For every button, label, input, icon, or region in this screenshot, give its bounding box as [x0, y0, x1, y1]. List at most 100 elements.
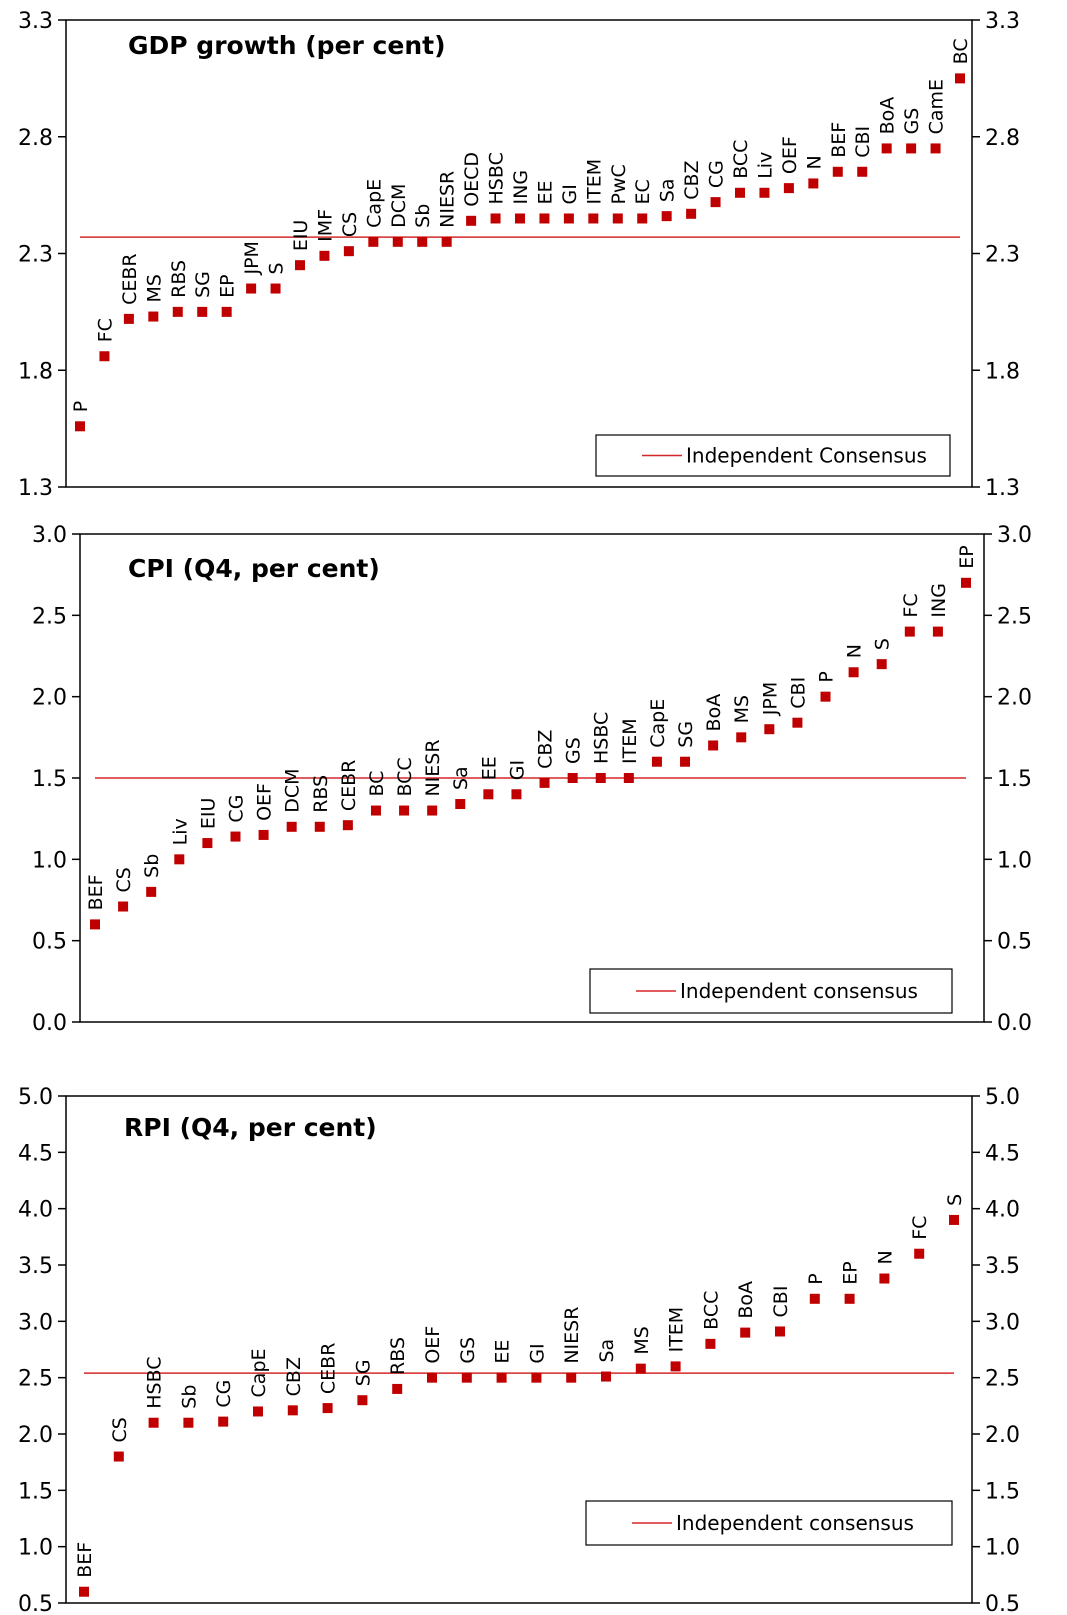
point-label: GS — [901, 108, 923, 135]
data-point-bcc — [705, 1339, 715, 1349]
data-point-ms — [736, 732, 746, 742]
data-point-gi — [564, 213, 574, 223]
y-tick-label-right: 1.3 — [985, 476, 1020, 501]
y-tick-label-left: 1.5 — [32, 767, 67, 792]
y-tick-label-right: 5.0 — [985, 1085, 1020, 1110]
data-point-hsbc — [491, 213, 501, 223]
data-point-hsbc — [596, 773, 606, 783]
data-point-niesr — [442, 237, 452, 247]
y-tick-label-left: 1.8 — [18, 359, 53, 384]
point-label: EC — [632, 179, 654, 204]
point-label: CBI — [787, 677, 809, 709]
point-label: BEF — [828, 122, 850, 158]
data-point-rbs — [173, 307, 183, 317]
data-point-ep — [222, 307, 232, 317]
data-point-s — [877, 659, 887, 669]
point-label: CamE — [926, 79, 948, 134]
data-point-fc — [905, 627, 915, 637]
point-label: CBZ — [283, 1357, 305, 1396]
point-label: OEF — [422, 1326, 444, 1364]
y-tick-label-left: 2.5 — [32, 604, 67, 629]
point-label: EIU — [197, 798, 219, 830]
data-point-niesr — [427, 806, 437, 816]
data-point-sg — [197, 307, 207, 317]
point-label: BEF — [85, 874, 107, 910]
point-label: Sa — [657, 178, 679, 202]
data-point-cg — [218, 1417, 228, 1427]
y-tick-label-left: 5.0 — [18, 1085, 53, 1110]
data-point-oef — [259, 830, 269, 840]
data-point-oecd — [466, 216, 476, 226]
point-label: NIESR — [422, 739, 444, 796]
plot-frame — [66, 20, 972, 487]
point-label: OECD — [461, 152, 483, 207]
legend-label: Independent consensus — [676, 1511, 914, 1535]
point-label: EIU — [290, 220, 312, 252]
point-label: EE — [492, 1340, 514, 1364]
data-point-niesr — [566, 1373, 576, 1383]
data-point-sb — [417, 237, 427, 247]
y-tick-label-right: 0.5 — [985, 1592, 1020, 1615]
point-label: N — [803, 155, 825, 169]
data-point-n — [849, 667, 859, 677]
data-point-ep — [961, 578, 971, 588]
data-point-sa — [662, 211, 672, 221]
y-tick-label-right: 3.0 — [985, 1310, 1020, 1335]
y-tick-label-right: 4.5 — [985, 1141, 1020, 1166]
y-tick-label-left: 2.5 — [18, 1367, 53, 1392]
data-point-item — [671, 1361, 681, 1371]
point-label: Sb — [141, 854, 163, 878]
chart-1: 0.0 0.0 0.5 0.5 1.0 1.0 1.5 1.5 2.0 2.0 2.5 2.5 3.0 3… — [32, 523, 1032, 1036]
point-label: BCC — [394, 757, 416, 796]
point-label: SG — [192, 271, 214, 298]
data-point-pwc — [613, 213, 623, 223]
point-label: Liv — [169, 818, 191, 845]
point-label: S — [872, 638, 894, 650]
y-tick-label-right: 1.8 — [985, 359, 1020, 384]
data-point-eiu — [295, 260, 305, 270]
point-label: ITEM — [666, 1307, 688, 1353]
point-label: P — [816, 671, 838, 682]
point-label: GI — [526, 1343, 548, 1363]
data-point-s — [949, 1215, 959, 1225]
point-label: S — [944, 1194, 966, 1206]
data-point-cg — [711, 197, 721, 207]
y-tick-label-right: 1.0 — [985, 1536, 1020, 1561]
point-label: BoA — [735, 1281, 757, 1319]
point-label: BC — [366, 771, 388, 797]
y-tick-label-left: 2.3 — [18, 243, 53, 268]
data-point-cebr — [124, 314, 134, 324]
data-point-cbz — [540, 778, 550, 788]
point-label: EP — [956, 545, 978, 568]
data-point-ee — [497, 1373, 507, 1383]
y-tick-label-right: 3.0 — [997, 523, 1032, 548]
point-label: CBZ — [681, 160, 703, 199]
data-point-ms — [636, 1364, 646, 1374]
point-label: MS — [143, 274, 165, 302]
point-label: EP — [840, 1261, 862, 1284]
data-point-ec — [637, 213, 647, 223]
point-label: GI — [559, 184, 581, 204]
data-point-jpm — [764, 724, 774, 734]
data-point-oef — [427, 1373, 437, 1383]
chart-title: CPI (Q4, per cent) — [128, 554, 380, 583]
y-tick-label-right: 3.5 — [985, 1254, 1020, 1279]
data-point-bcc — [735, 188, 745, 198]
point-label: JPM — [759, 682, 781, 716]
point-label: SG — [352, 1359, 374, 1386]
y-tick-label-right: 1.0 — [997, 848, 1032, 873]
point-label: CapE — [363, 179, 385, 228]
point-label: CEBR — [338, 760, 360, 812]
data-point-ep — [845, 1294, 855, 1304]
point-label: GI — [506, 760, 528, 780]
y-tick-label-right: 2.0 — [997, 686, 1032, 711]
point-label: RBS — [168, 260, 190, 298]
y-tick-label-left: 0.0 — [32, 1011, 67, 1036]
point-label: CBI — [852, 126, 874, 158]
y-tick-label-left: 2.0 — [18, 1423, 53, 1448]
data-point-item — [588, 213, 598, 223]
data-point-gi — [531, 1373, 541, 1383]
data-point-cbz — [686, 209, 696, 219]
point-label: DCM — [388, 184, 410, 228]
